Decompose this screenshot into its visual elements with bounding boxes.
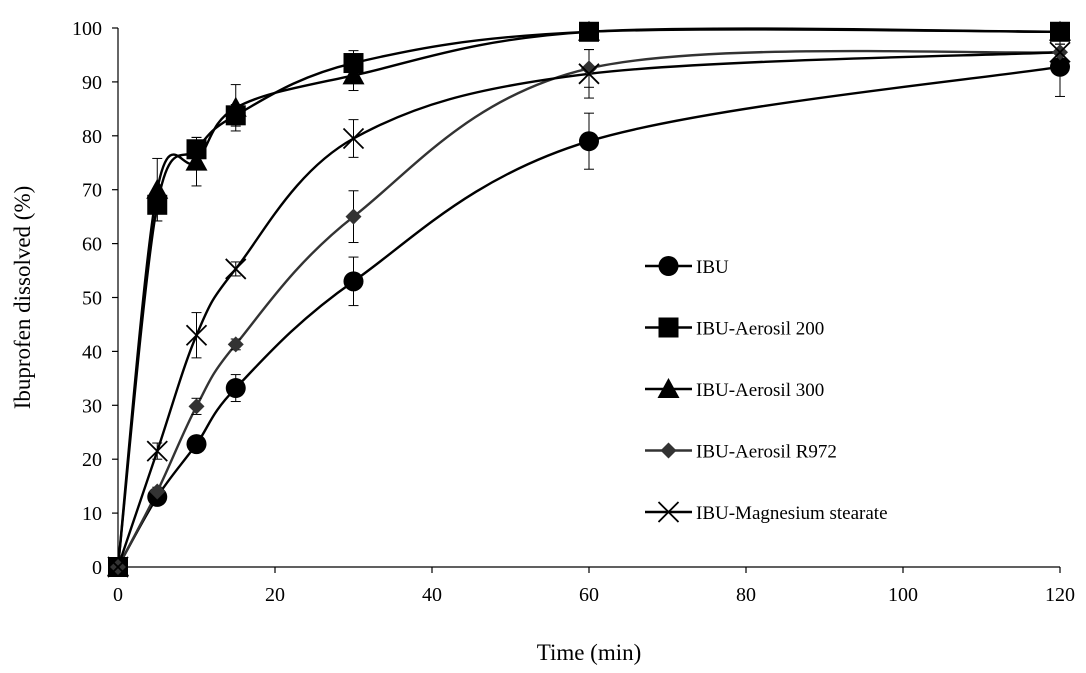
legend-item: IBU-Aerosil 300 [645,378,824,401]
ibu-aerosil-200-square-marker [658,317,679,338]
ibu-aerosil-r972-diamond-marker [660,442,677,459]
y-tick-label: 80 [82,126,102,148]
x-axis-title: Time (min) [537,640,642,665]
ibu-magnesium-stearate-x-marker [657,501,680,523]
y-tick-label: 20 [82,449,102,471]
ibu-magnesium-stearate-x-marker [342,127,365,150]
ibu-circle-marker [658,256,679,276]
ibu-circle-marker [579,131,599,152]
series-line [116,51,1061,568]
y-tick-label: 100 [72,18,102,40]
y-tick-label: 60 [82,234,102,256]
legend-label: IBU-Magnesium stearate [696,503,888,524]
x-tick-label: 20 [265,584,285,606]
plot-area [107,20,1071,578]
legend-item: IBU-Magnesium stearate [645,501,888,524]
ibu-aerosil-r972-diamond-marker [188,398,205,415]
ibu-aerosil-300-triangle-marker [146,178,169,199]
x-tick-label: 80 [736,584,756,606]
y-tick-label: 40 [82,341,102,363]
legend-item: IBU-Aerosil R972 [645,442,837,463]
legend-item: IBU-Aerosil 200 [645,317,824,340]
ibu-aerosil-300-triangle-marker [342,64,365,85]
x-tick-label: 40 [422,584,442,606]
legend-label: IBU-Aerosil 300 [696,380,824,401]
x-tick-label: 120 [1045,584,1075,606]
y-tick-label: 30 [82,395,102,417]
ibu-aerosil-r972-diamond-marker [227,336,244,353]
y-tick-label: 90 [82,72,102,94]
x-tick-label: 100 [888,584,918,606]
ibu-aerosil-r972-diamond-marker [345,208,362,225]
ibu-magnesium-stearate-x-marker [578,63,600,85]
legend-label: IBU [696,257,729,278]
axes [117,28,1060,568]
ibu-aerosil-300-triangle-marker [657,378,680,398]
ibu-aerosil-200-square-marker [186,139,207,160]
ibu-circle-marker [186,434,207,455]
y-axis-title: Ibuprofen dissolved (%) [10,186,35,410]
ibu-circle-marker [343,271,364,292]
ibu-aerosil-r972-diamond-marker [581,60,597,77]
series-line [116,27,1061,568]
legend-label: IBU-Aerosil R972 [696,442,837,463]
y-tick-label: 0 [92,557,102,579]
ibu-circle-marker [225,378,246,399]
ibu-magnesium-stearate-x-marker [107,556,129,578]
legend-label: IBU-Aerosil 200 [696,319,824,340]
ibu-magnesium-stearate-x-marker [1049,41,1071,63]
y-tick-label: 70 [82,180,102,202]
ibu-aerosil-200-square-marker [343,53,364,74]
series-line [116,28,1061,568]
ibu-aerosil-200-square-marker [147,194,168,215]
legend: IBU IBU-Aerosil 200 IBU-Aerosil 300 IBU-Aer… [645,256,888,524]
ibu-aerosil-300-triangle-marker [1049,20,1071,41]
x-tick-label: 60 [579,584,599,606]
y-tick-label: 10 [82,503,102,525]
x-tick-label: 0 [113,584,123,606]
ibu-aerosil-300-triangle-marker [578,20,600,41]
ibu-aerosil-300-triangle-marker [185,150,208,171]
series-line [116,65,1061,568]
ibu-circle-marker [1050,56,1070,77]
ibu-aerosil-r972-diamond-marker [149,483,166,500]
ibu-magnesium-stearate-x-marker [225,258,247,280]
y-tick-label: 50 [82,288,102,310]
ibu-magnesium-stearate-x-marker [185,324,208,346]
legend-item: IBU [645,256,729,278]
ibu-magnesium-stearate-x-marker [146,440,168,462]
series-line [116,49,1061,568]
y-ticks: 0 10 20 30 40 50 60 70 80 90 100 [72,18,118,579]
ibu-aerosil-300-triangle-marker [224,96,247,117]
x-ticks: 0 20 40 60 80 100 120 [113,567,1075,606]
